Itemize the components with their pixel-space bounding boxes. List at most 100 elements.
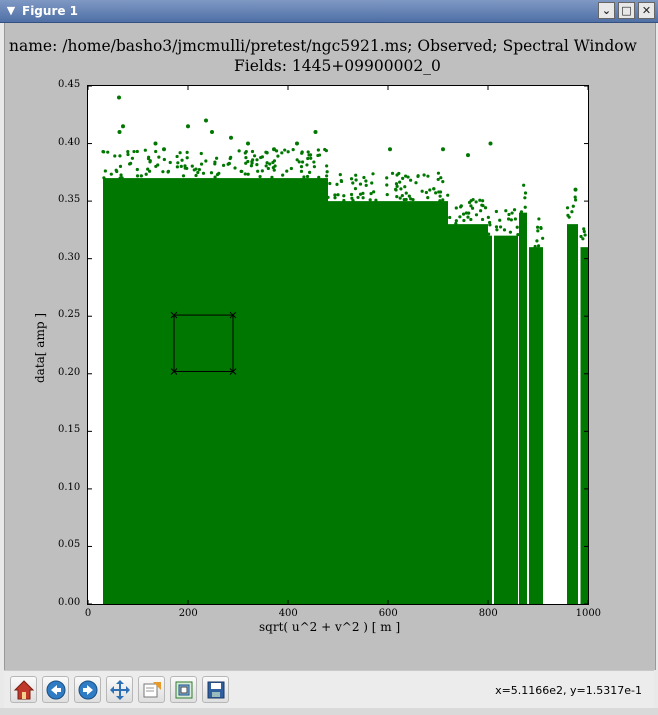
scatter-point xyxy=(466,153,470,158)
scatter-point xyxy=(512,208,517,212)
scatter-point xyxy=(295,141,299,146)
scatter-point xyxy=(579,234,583,239)
scatter-point xyxy=(117,95,121,100)
scatter-point xyxy=(260,169,264,173)
scatter-point xyxy=(102,176,106,180)
scatter-point xyxy=(237,149,241,153)
scatter-point xyxy=(272,159,277,163)
scatter-point xyxy=(333,196,337,200)
scatter-point-band xyxy=(368,201,408,604)
scatter-point xyxy=(265,151,269,155)
scatter-point xyxy=(246,141,250,146)
scatter-point xyxy=(488,223,492,227)
scatter-point xyxy=(323,147,327,152)
scatter-point xyxy=(414,181,418,185)
scatter-point xyxy=(488,141,493,146)
scatter-point xyxy=(268,162,272,166)
plot-axes[interactable] xyxy=(87,85,589,605)
scatter-point xyxy=(582,229,586,234)
scatter-point xyxy=(446,193,450,197)
scatter-point-band xyxy=(328,201,368,604)
pan-button[interactable] xyxy=(106,676,133,703)
scatter-point xyxy=(135,167,139,172)
scatter-point xyxy=(120,176,124,180)
chevron-down-icon[interactable]: ▼ xyxy=(6,4,16,17)
scatter-point xyxy=(156,163,160,167)
scatter-point xyxy=(190,164,194,168)
scatter-point xyxy=(265,161,269,165)
y-tick-label: 0.10 xyxy=(58,481,81,493)
scatter-point xyxy=(498,218,502,222)
scatter-point xyxy=(458,215,462,219)
scatter-point xyxy=(400,194,404,198)
scatter-point-band xyxy=(103,178,328,604)
scatter-point xyxy=(522,183,526,187)
scatter-point xyxy=(536,229,540,233)
scatter-point-band xyxy=(448,224,488,604)
scatter-point xyxy=(541,236,545,240)
forward-button[interactable] xyxy=(74,676,101,703)
scatter-point xyxy=(394,188,398,192)
minimize-button[interactable]: ⌄ xyxy=(598,2,615,19)
subplots-button[interactable] xyxy=(170,676,197,703)
scatter-point xyxy=(183,164,187,168)
scatter-point xyxy=(299,165,304,169)
scatter-point xyxy=(270,175,274,179)
scatter-point xyxy=(436,177,440,182)
scatter-point xyxy=(385,192,389,197)
scatter-point xyxy=(312,160,316,164)
scatter-point xyxy=(351,181,355,185)
scatter-point xyxy=(535,225,540,229)
figure-canvas[interactable]: name: /home/basho3/jmcmulli/pretest/ngc5… xyxy=(4,23,656,670)
scatter-point xyxy=(454,221,458,226)
scatter-point xyxy=(342,194,346,198)
scatter-point xyxy=(411,198,415,202)
scatter-point xyxy=(481,199,485,203)
back-arrow-icon xyxy=(46,680,66,700)
scatter-plot xyxy=(88,86,588,604)
scatter-point xyxy=(215,156,219,160)
scatter-point xyxy=(488,220,492,225)
scatter-point xyxy=(128,162,132,166)
y-tick-label: 0.00 xyxy=(58,597,81,608)
scatter-point xyxy=(336,193,340,197)
scatter-point xyxy=(370,181,374,185)
scatter-point xyxy=(441,147,445,152)
zoom-button[interactable] xyxy=(138,676,165,703)
scatter-point xyxy=(132,149,136,154)
scatter-point xyxy=(258,174,262,179)
y-tick-label: 0.20 xyxy=(58,366,81,378)
x-tick-label: 0 xyxy=(84,608,92,619)
back-button[interactable] xyxy=(42,676,69,703)
scatter-point xyxy=(438,194,442,198)
scatter-point xyxy=(166,169,171,173)
scatter-point xyxy=(516,232,520,237)
scatter-point xyxy=(250,149,255,154)
scatter-point xyxy=(506,217,511,221)
scatter-point xyxy=(438,190,443,194)
y-tick-label: 0.45 xyxy=(58,79,81,90)
scatter-point xyxy=(326,195,330,199)
selection-corner-marker xyxy=(229,311,237,319)
scatter-point xyxy=(371,172,375,176)
scatter-point xyxy=(462,218,466,223)
scatter-point xyxy=(486,215,490,219)
scatter-point xyxy=(409,178,413,182)
scatter-point xyxy=(249,164,254,168)
scatter-point xyxy=(285,169,289,173)
scatter-point-band xyxy=(408,201,448,604)
scatter-point xyxy=(256,169,260,173)
scatter-point xyxy=(416,174,420,178)
close-button[interactable]: ✕ xyxy=(638,2,655,19)
window-bottom-border xyxy=(0,708,658,715)
scatter-point xyxy=(478,198,482,202)
home-button[interactable] xyxy=(10,676,37,703)
scatter-point xyxy=(439,176,443,180)
save-button[interactable] xyxy=(202,676,229,703)
maximize-button[interactable]: □ xyxy=(618,2,635,19)
scatter-point xyxy=(240,169,244,174)
scatter-point xyxy=(317,175,321,179)
scatter-point xyxy=(523,205,527,209)
scatter-point xyxy=(513,217,517,221)
selection-rectangle[interactable] xyxy=(173,314,234,372)
